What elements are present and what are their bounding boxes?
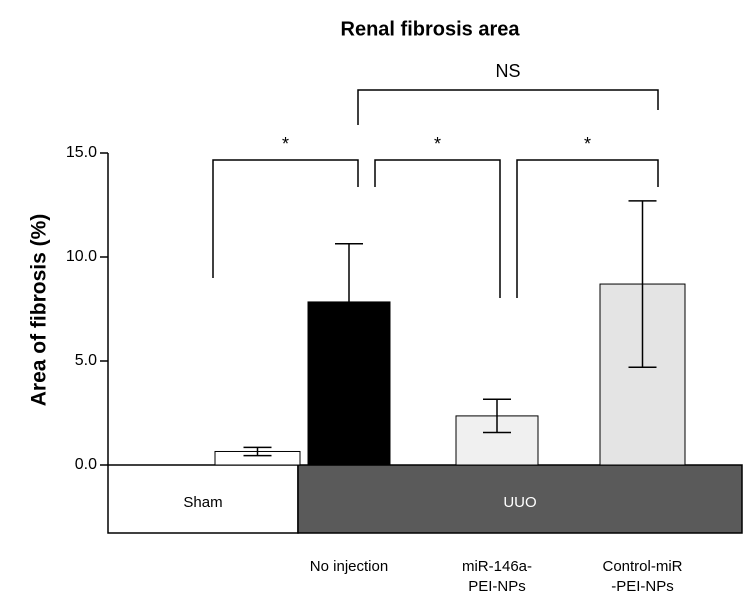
error-bar [483, 398, 511, 434]
significance-label: * [584, 134, 591, 154]
x-tick-label: Control-miR [602, 558, 682, 575]
error-bar [335, 242, 363, 361]
significance-label: * [434, 134, 441, 154]
x-tick-label: PEI-NPs [468, 578, 526, 595]
significance-label: * [282, 134, 289, 154]
significance-bracket [374, 159, 501, 298]
group-label: Sham [183, 494, 222, 511]
chart-title: Renal fibrosis area [341, 18, 521, 40]
x-tick-label: -PEI-NPs [611, 578, 674, 595]
significance-label: NS [495, 61, 520, 81]
group-label: UUO [503, 494, 536, 511]
y-axis-label: Area of fibrosis (%) [28, 214, 51, 407]
significance-bracket [212, 159, 359, 278]
y-tick-label: 5.0 [75, 352, 97, 369]
error-bar [243, 446, 272, 457]
significance-bracket [516, 159, 659, 298]
y-tick-label: 15.0 [66, 144, 97, 161]
x-tick-label: miR-146a- [462, 558, 532, 575]
y-tick-label: 10.0 [66, 248, 97, 265]
group-box [297, 464, 743, 534]
significance-bracket [357, 89, 659, 125]
y-tick-label: 0.0 [75, 456, 97, 473]
group-box [107, 464, 299, 534]
error-bar [628, 200, 657, 368]
x-tick-label: No injection [310, 558, 388, 575]
